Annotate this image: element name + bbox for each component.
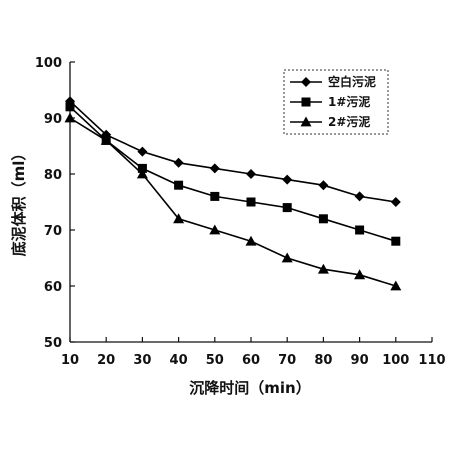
series-2-point — [210, 191, 220, 201]
series-3-point — [173, 213, 185, 224]
y-tick-label: 60 — [44, 280, 62, 295]
y-tick-label: 90 — [44, 112, 62, 127]
series-3-point — [64, 112, 76, 123]
series-1-point — [209, 163, 220, 174]
y-axis-title: 底泥体积（ml） — [10, 146, 28, 257]
series-1-point — [354, 191, 365, 202]
series-2-point — [355, 225, 365, 235]
series-3-line — [69, 117, 397, 287]
legend-marker — [301, 77, 311, 87]
x-tick-label: 30 — [133, 353, 151, 368]
series-3-point — [281, 252, 293, 263]
series-2-point — [65, 102, 75, 112]
legend-label: 空白污泥 — [328, 74, 376, 89]
series-2-point — [246, 197, 256, 207]
series-layer — [64, 96, 402, 291]
series-3 — [64, 112, 402, 291]
series-2-point — [282, 203, 292, 213]
series-3-point — [209, 224, 221, 235]
legend-label: 2#污泥 — [328, 114, 370, 129]
series-3-point — [317, 263, 329, 274]
x-tick-label: 70 — [278, 353, 296, 368]
series-3-point — [390, 280, 402, 291]
legend-marker — [301, 97, 311, 107]
axes: 50 60 70 80 90 100 10 20 30 40 50 60 70 80 90 100 110 — [35, 56, 446, 368]
y-tick-label: 70 — [44, 224, 62, 239]
x-axis-title: 沉降时间（min） — [189, 379, 310, 397]
series-2-point — [318, 214, 328, 224]
x-tick-label: 20 — [97, 353, 115, 368]
series-1-point — [390, 197, 401, 207]
y-tick-label: 50 — [44, 336, 62, 351]
x-tick-label: 50 — [206, 353, 224, 368]
series-3-point — [136, 168, 148, 179]
series-2-point — [137, 163, 147, 173]
y-tick-label: 100 — [35, 56, 62, 71]
series-2-line — [69, 106, 397, 242]
x-tick-label: 100 — [382, 353, 409, 368]
y-tick-label: 80 — [44, 168, 62, 183]
series-1-point — [173, 157, 184, 168]
x-tick-label: 40 — [170, 353, 188, 368]
x-tick-label: 80 — [314, 353, 332, 368]
series-2-point — [174, 180, 184, 190]
x-tick-label: 10 — [61, 353, 79, 368]
x-tick-label: 110 — [418, 353, 445, 368]
series-1-point — [137, 146, 148, 157]
series-3-point — [100, 134, 112, 145]
series-1-point — [318, 180, 329, 191]
x-tick-label: 60 — [242, 353, 260, 368]
series-1-line — [69, 100, 396, 203]
series-3-point — [354, 269, 366, 280]
legend-label: 1#污泥 — [328, 94, 370, 109]
x-tick-label: 90 — [351, 353, 369, 368]
series-2-point — [391, 236, 401, 246]
series-3-point — [245, 235, 257, 246]
series-2 — [65, 102, 401, 246]
legend-marker — [300, 116, 312, 127]
series-1-point — [282, 174, 293, 185]
legend: 空白污泥 1#污泥 2#污泥 — [283, 69, 389, 135]
series-1-point — [246, 169, 256, 179]
